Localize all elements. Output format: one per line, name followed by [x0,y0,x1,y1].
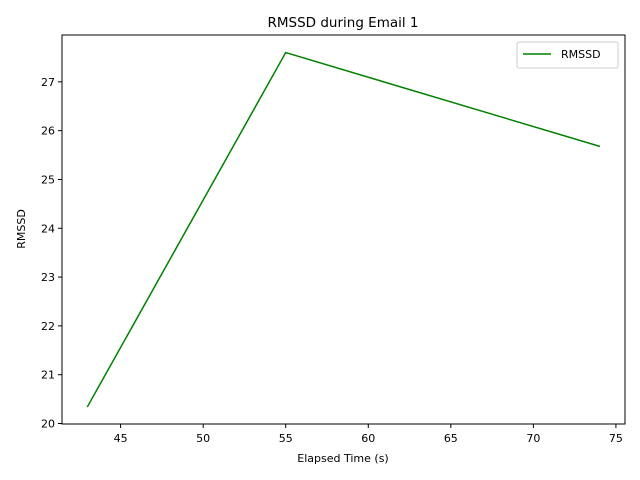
y-tick-label: 26 [41,125,55,138]
legend-box [516,41,619,69]
plot-frame [61,34,626,425]
y-tick-label: 21 [41,369,55,382]
x-tick-label: 75 [609,432,623,445]
x-tick-label: 50 [196,432,210,445]
series-line-rmssd [86,51,600,407]
y-axis-label: RMSSD [15,209,28,249]
x-tick-label: 45 [114,432,128,445]
y-axis: 20 21 22 23 24 25 26 27 [41,76,62,431]
legend: RMSSD [516,41,619,69]
plot-area [61,34,626,425]
data-point [86,405,89,408]
x-tick-label: 55 [279,432,293,445]
x-tick-label: 65 [444,432,458,445]
x-tick-label: 70 [526,432,540,445]
x-axis-label: Elapsed Time (s) [297,452,388,465]
chart-title: RMSSD during Email 1 [267,15,418,31]
y-tick-label: 24 [41,222,55,235]
y-tick-label: 23 [41,271,55,284]
x-tick-label: 60 [361,432,375,445]
y-tick-label: 27 [41,76,55,89]
legend-label: RMSSD [561,48,601,61]
y-tick-label: 25 [41,173,55,186]
data-point [598,145,601,148]
x-axis: 45 50 55 60 65 70 75 [114,424,623,445]
y-tick-label: 20 [41,418,55,431]
data-point [284,51,287,54]
y-tick-label: 22 [41,320,55,333]
